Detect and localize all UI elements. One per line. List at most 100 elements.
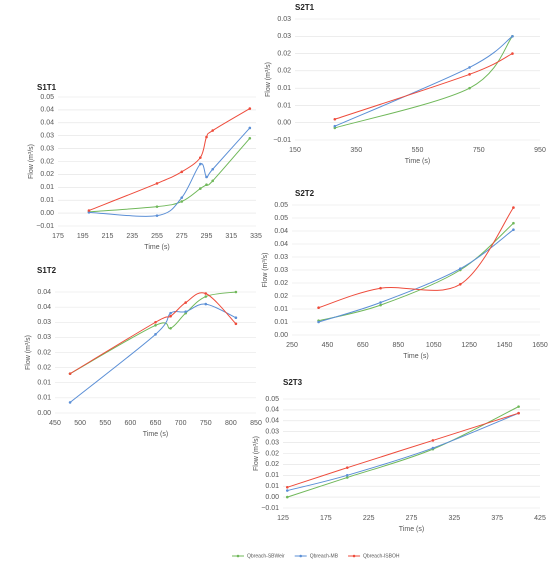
x-tick-label: 850: [392, 342, 404, 349]
x-tick-label: 175: [52, 233, 64, 240]
y-axis-label: Flow (m³/s): [253, 436, 260, 471]
x-tick-label: 850: [250, 420, 262, 427]
data-point: [285, 495, 289, 499]
data-point: [248, 136, 252, 140]
data-point: [285, 485, 289, 489]
y-axis-label: Flow (m³/s): [265, 62, 272, 97]
y-tick-label: 0.05: [274, 202, 288, 209]
y-tick-label: 0.03: [274, 267, 288, 274]
series-line: [334, 53, 513, 120]
data-point: [317, 306, 320, 310]
y-tick-label: 0.04: [37, 289, 51, 296]
x-tick-label: 335: [250, 233, 262, 240]
x-tick-label: 800: [225, 420, 237, 427]
y-tick-label: 0.04: [40, 107, 54, 114]
data-point: [154, 320, 157, 324]
x-tick-label: 750: [473, 147, 485, 154]
chart-panel: S1T1 −0.01 0.00 0.01 0.01 0.02 0.02 0.03 0.03 0.0…: [28, 83, 262, 251]
data-point: [234, 290, 238, 294]
data-point: [155, 214, 159, 217]
series-line: [334, 35, 513, 127]
x-tick-label: 125: [277, 515, 289, 522]
x-tick-label: 250: [286, 342, 298, 349]
data-point: [431, 439, 435, 442]
y-tick-label: 0.00: [277, 120, 291, 127]
x-tick-label: 150: [289, 147, 301, 154]
y-tick-label: 0.01: [265, 472, 279, 479]
x-axis-label: Time (s): [399, 526, 424, 533]
data-point: [155, 182, 159, 185]
series-line: [69, 292, 237, 375]
data-point: [204, 295, 208, 298]
data-point: [169, 311, 172, 315]
data-point: [345, 474, 349, 477]
y-tick-label: 0.03: [37, 319, 51, 326]
y-tick-label: 0.01: [274, 306, 288, 313]
data-point: [468, 86, 471, 90]
data-point: [517, 411, 520, 415]
x-tick-label: 550: [99, 420, 111, 427]
x-tick-label: 950: [534, 147, 546, 154]
y-tick-label: 0.02: [40, 171, 54, 178]
series-line: [88, 127, 251, 217]
legend-label: Qbreach-ISBOH: [363, 553, 400, 559]
x-tick-label: 235: [126, 233, 138, 240]
y-tick-label: 0.02: [37, 349, 51, 356]
x-tick-label: 1450: [497, 342, 513, 349]
x-tick-label: 700: [175, 420, 187, 427]
series-line: [318, 229, 514, 323]
y-tick-label: 0.03: [265, 429, 279, 436]
data-point: [517, 405, 520, 408]
data-point: [512, 206, 515, 209]
y-tick-label: 0.05: [274, 215, 288, 222]
series-line: [334, 35, 513, 129]
data-point: [169, 314, 172, 318]
data-point: [333, 117, 337, 121]
y-tick-label: 0.04: [274, 228, 288, 235]
data-point: [345, 466, 349, 469]
data-point: [511, 52, 514, 55]
data-point: [468, 73, 471, 76]
y-tick-label: 0.04: [274, 241, 288, 248]
y-tick-label: 0.04: [37, 304, 51, 311]
data-point: [199, 156, 202, 159]
data-point: [199, 187, 202, 190]
y-axis-label: Flow (m³/s): [25, 335, 32, 370]
data-point: [248, 107, 252, 110]
data-point: [248, 126, 252, 130]
x-tick-label: 650: [357, 342, 369, 349]
chart-title: S2T3: [283, 378, 303, 387]
y-tick-label: 0.02: [40, 158, 54, 165]
series-line: [318, 207, 514, 309]
x-axis-label: Time (s): [143, 431, 168, 438]
data-point: [431, 446, 435, 450]
chart-panel: S1T2 0.00 0.01 0.01 0.02 0.02 0.03 0.03 0.04 0.04…: [25, 266, 262, 438]
x-tick-label: 1650: [532, 342, 548, 349]
y-tick-label: 0.01: [37, 380, 51, 387]
data-point: [458, 267, 462, 271]
series-line: [88, 108, 251, 211]
y-tick-label: 0.03: [277, 33, 291, 40]
data-point: [285, 489, 289, 492]
chart-title: S1T2: [37, 266, 57, 275]
x-tick-label: 315: [225, 233, 237, 240]
data-point: [234, 316, 238, 320]
data-point: [317, 320, 320, 324]
x-tick-label: 750: [200, 420, 212, 427]
data-point: [169, 327, 172, 330]
y-tick-label: 0.00: [274, 332, 288, 339]
x-tick-label: 425: [534, 515, 546, 522]
x-tick-label: 275: [406, 515, 418, 522]
y-tick-label: 0.00: [40, 210, 54, 217]
data-point: [154, 323, 157, 327]
series-line: [287, 412, 519, 488]
y-tick-label: −0.01: [273, 137, 291, 144]
data-point: [154, 333, 157, 336]
data-point: [234, 322, 238, 326]
data-point: [205, 183, 208, 187]
x-tick-label: 175: [320, 515, 332, 522]
x-tick-label: 1250: [461, 342, 477, 349]
data-point: [511, 34, 514, 38]
data-point: [379, 286, 382, 290]
chart-title: S2T1: [295, 3, 315, 12]
